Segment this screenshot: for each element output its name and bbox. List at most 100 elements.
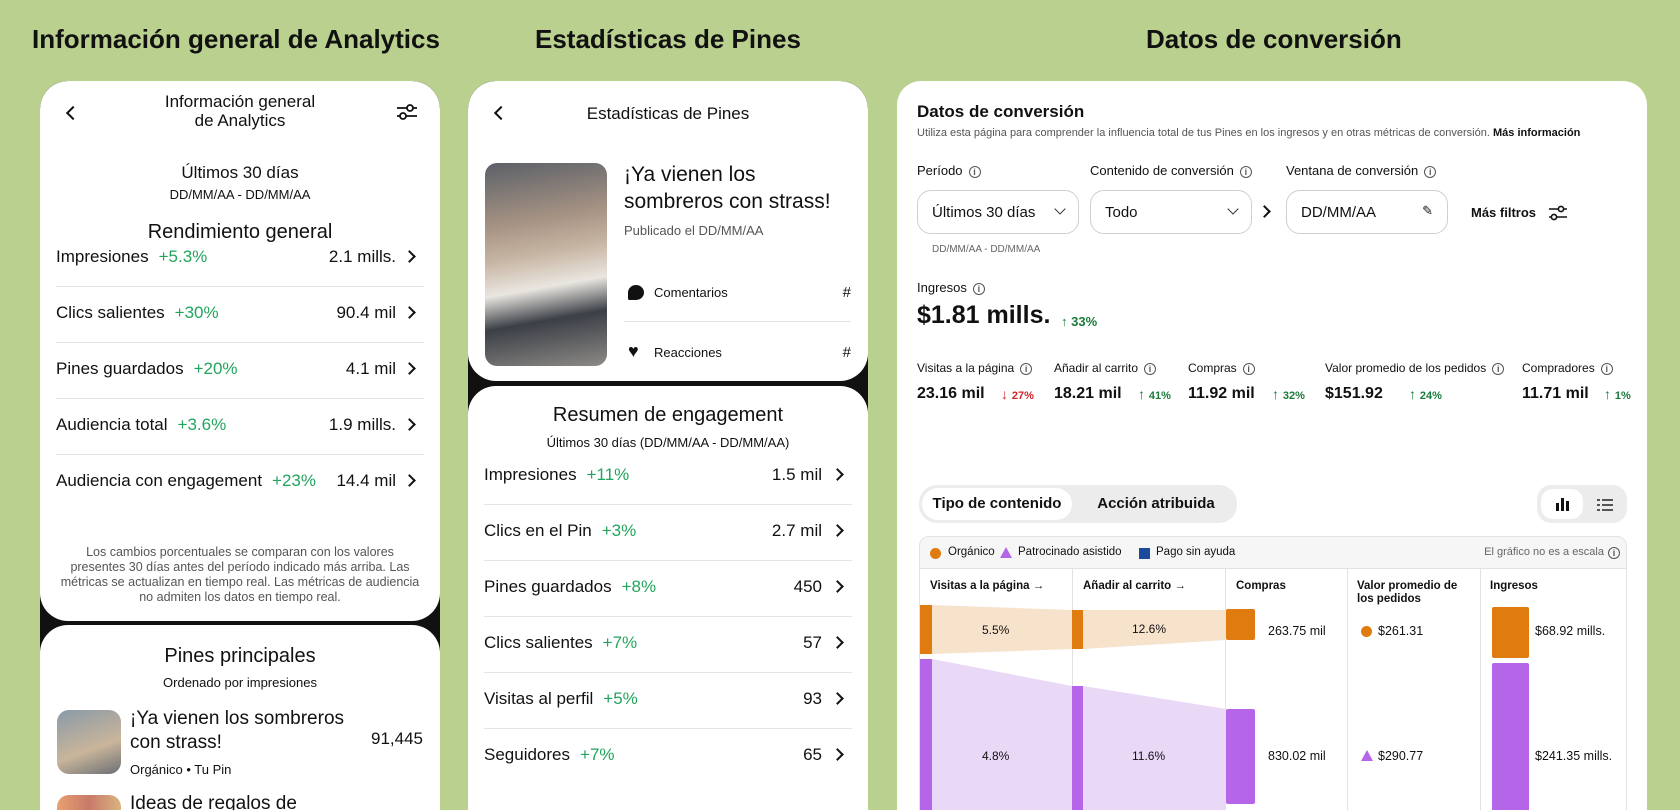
metric-value: 93: [803, 689, 822, 708]
info-icon[interactable]: i: [1144, 362, 1157, 375]
engagement-row[interactable]: Impresiones +11% 1.5 mil: [468, 464, 868, 486]
metric-change: +3%: [601, 521, 637, 540]
top-pin-thumbnail[interactable]: [57, 710, 121, 774]
kpi-change-value: 32%: [1282, 390, 1305, 402]
kpi-change-value: 1%: [1614, 390, 1631, 402]
more-info-link[interactable]: Más información: [1492, 127, 1581, 139]
top-pin-2-thumbnail[interactable]: [57, 795, 121, 810]
engagement-row[interactable]: Clics salientes +7% 57: [468, 632, 868, 654]
funnel-organic-bar-purchases[interactable]: [1226, 609, 1255, 640]
info-icon[interactable]: i: [1608, 547, 1620, 559]
footnote: Los cambios porcentuales se comparan con…: [60, 545, 420, 604]
window-filter-label: Ventana de conversión i: [1286, 163, 1437, 178]
pencil-icon[interactable]: ✎: [1422, 203, 1433, 218]
col-divider: [1480, 569, 1481, 810]
top-pin-2-title[interactable]: Ideas de regalos de: [130, 793, 297, 810]
top-pins-subtitle: Ordenado por impresiones: [163, 675, 317, 690]
pin-title: ¡Ya vienen los sombreros con strass!: [624, 163, 831, 213]
view-toggle: [1537, 485, 1627, 523]
tab-attributed-action[interactable]: Acción atribuida: [1097, 495, 1215, 512]
top-pins-title: Pines principales: [164, 645, 316, 667]
funnel-assisted-bar-revenue[interactable]: [1492, 663, 1529, 810]
tab-content-type[interactable]: Tipo de contenido: [922, 488, 1072, 520]
funnel-assisted-bar-cart[interactable]: [1072, 686, 1083, 810]
window-date-field[interactable]: DD/MM/AA ✎: [1286, 190, 1448, 234]
info-icon[interactable]: i: [1600, 362, 1613, 375]
section-title: Rendimiento general: [147, 221, 333, 243]
period-dropdown[interactable]: Últimos 30 días: [917, 190, 1079, 234]
filter-icon[interactable]: [396, 103, 418, 121]
legend-assisted: Patrocinado asistido: [1018, 546, 1122, 558]
organic-revenue: $68.92 mills.: [1535, 624, 1606, 638]
col-cart[interactable]: Añadir al carrito →: [1083, 580, 1186, 592]
info-icon[interactable]: i: [1239, 165, 1252, 178]
description-text: Utiliza esta página para comprender la i…: [917, 127, 1490, 139]
funnel-assisted-bar-visits[interactable]: [920, 659, 932, 810]
legend-unassisted: Pago sin ayuda: [1156, 546, 1236, 558]
metric-row[interactable]: Clics salientes +30% 90.4 mil: [40, 302, 440, 324]
bar-chart-view-button[interactable]: [1541, 489, 1583, 519]
info-icon[interactable]: i: [1020, 362, 1033, 375]
metric-label: Pines guardados: [56, 359, 184, 378]
analytics-card: Información general de Analytics Últimos…: [40, 81, 440, 621]
kpi-change: ↑ 41%: [1138, 386, 1171, 402]
col-purchases: Compras: [1236, 580, 1286, 592]
metric-row[interactable]: Audiencia total +3.6% 1.9 mills.: [40, 414, 440, 436]
metric-label: Pines guardados: [484, 577, 612, 596]
funnel-organic-bar-revenue[interactable]: [1492, 607, 1529, 658]
assisted-cart-pct: 11.6%: [1132, 749, 1166, 763]
content-label-text: Contenido de conversión: [1090, 163, 1234, 178]
info-icon[interactable]: i: [1424, 165, 1437, 178]
period-label-text: Período: [917, 163, 963, 178]
arrow-down-icon: ↓: [1001, 386, 1012, 402]
funnel-organic-bar-cart[interactable]: [1072, 610, 1083, 649]
list-view-icon[interactable]: [1597, 498, 1613, 512]
engagement-row[interactable]: Clics en el Pin +3% 2.7 mil: [468, 520, 868, 542]
filter-icon[interactable]: [1548, 205, 1568, 221]
kpi-change-value: 41%: [1148, 390, 1171, 402]
info-icon[interactable]: i: [1492, 362, 1505, 375]
top-pin-title[interactable]: ¡Ya vienen los sombreros con strass!: [130, 708, 345, 753]
reactions-label: Reacciones: [654, 345, 722, 360]
engagement-row[interactable]: Seguidores +7% 65: [468, 744, 868, 766]
reactions-value: #: [842, 344, 851, 361]
date-range: DD/MM/AA - DD/MM/AA: [169, 187, 311, 202]
info-icon[interactable]: i: [968, 165, 981, 178]
top-pin-meta: Orgánico • Tu Pin: [130, 762, 232, 777]
col-revenue: Ingresos: [1490, 580, 1538, 592]
metric-value: 57: [803, 633, 822, 652]
col-divider: [1225, 569, 1226, 810]
funnel-assisted-bar-purchases[interactable]: [1226, 709, 1255, 804]
kpi-label: Valor promedio de los pedidos i: [1325, 361, 1505, 375]
info-icon[interactable]: i: [972, 282, 985, 295]
engagement-row[interactable]: Visitas al perfil +5% 93: [468, 688, 868, 710]
more-filters-label: Más filtros: [1471, 205, 1537, 220]
pin-image[interactable]: [485, 163, 607, 366]
conversion-card: Datos de conversión Utiliza esta página …: [897, 81, 1647, 810]
metric-row[interactable]: Impresiones +5.3% 2.1 mills.: [40, 246, 440, 268]
metric-value: 1.5 mil: [771, 465, 822, 484]
organic-aov: $261.31: [1378, 624, 1424, 638]
kpi-value: 18.21 mil: [1054, 385, 1122, 402]
analytics-title-line1: Información general: [164, 92, 316, 111]
metric-value: 2.7 mil: [771, 521, 822, 540]
more-filters-button[interactable]: Más filtros: [1471, 205, 1536, 220]
metric-row[interactable]: Audiencia con engagement +23% 14.4 mil: [40, 470, 440, 492]
organic-cart-pct: 12.6%: [1132, 622, 1167, 636]
comment-icon: [628, 285, 644, 300]
metric-change: +5.3%: [158, 247, 208, 266]
col-visits[interactable]: Visitas a la página →: [930, 580, 1044, 592]
kpi-label-text: Compras: [1188, 361, 1237, 375]
funnel-assisted-flow-2: [1083, 686, 1226, 810]
content-dropdown[interactable]: Todo: [1090, 190, 1252, 234]
info-icon[interactable]: i: [1242, 362, 1255, 375]
engagement-row[interactable]: Pines guardados +8% 450: [468, 576, 868, 598]
period-dropdown-value: Últimos 30 días: [932, 203, 1036, 221]
metric-row[interactable]: Pines guardados +20% 4.1 mil: [40, 358, 440, 380]
kpi-label: Compradores i: [1522, 361, 1613, 375]
funnel-organic-bar-visits[interactable]: [920, 605, 932, 654]
metric-label: Impresiones: [56, 247, 149, 266]
analytics-title: Información general de Analytics: [40, 92, 440, 130]
comments-value: #: [842, 284, 851, 301]
metric-change: +8%: [621, 577, 657, 596]
